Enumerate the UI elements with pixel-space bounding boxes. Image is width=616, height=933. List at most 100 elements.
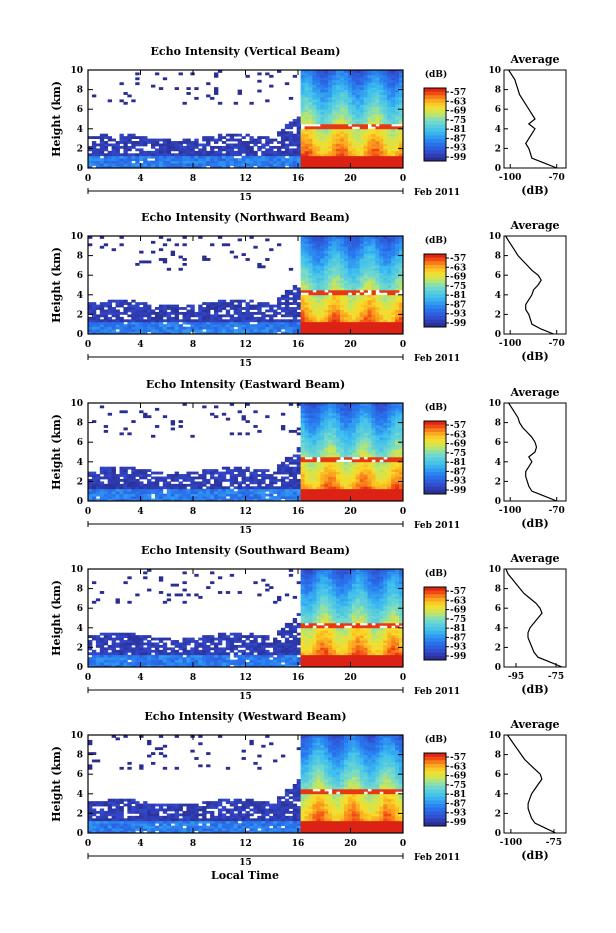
heatmap-cell bbox=[281, 494, 285, 497]
heatmap-cell bbox=[159, 314, 163, 317]
heatmap-cell bbox=[281, 302, 285, 305]
heatmap-cell bbox=[218, 329, 222, 332]
heatmap-cell bbox=[309, 107, 313, 110]
heatmap-cell bbox=[383, 319, 387, 322]
heatmap-cell bbox=[116, 477, 120, 480]
heatmap-cell bbox=[352, 413, 356, 416]
heatmap-cell bbox=[175, 494, 179, 497]
heatmap-cell bbox=[277, 491, 281, 494]
heatmap-cell bbox=[155, 491, 159, 494]
heatmap-cell bbox=[305, 423, 309, 426]
heatmap-cell bbox=[324, 99, 328, 102]
heatmap-cell bbox=[108, 491, 112, 494]
heatmap-cell bbox=[387, 256, 391, 259]
heatmap-cell bbox=[364, 464, 368, 467]
heatmap-cell bbox=[336, 156, 340, 159]
heatmap-cell bbox=[210, 317, 214, 320]
heatmap-cell bbox=[151, 481, 155, 484]
heatmap-cell bbox=[336, 290, 340, 293]
heatmap-cell bbox=[108, 477, 112, 480]
heatmap-cell bbox=[194, 163, 198, 166]
heatmap-cell bbox=[155, 496, 159, 499]
heatmap-cell bbox=[253, 474, 257, 477]
heatmap-cell bbox=[352, 241, 356, 244]
heatmap-cell bbox=[344, 486, 348, 489]
heatmap-cell bbox=[340, 319, 344, 322]
heatmap-cell bbox=[163, 146, 167, 149]
heatmap-cell bbox=[387, 261, 391, 264]
heatmap-cell bbox=[336, 302, 340, 305]
heatmap-cell bbox=[340, 477, 344, 480]
heatmap-cell bbox=[312, 246, 316, 249]
heatmap-cell bbox=[312, 136, 316, 139]
heatmap-cell bbox=[368, 312, 372, 315]
heatmap-cell bbox=[328, 87, 332, 90]
heatmap-cell bbox=[391, 99, 395, 102]
heatmap-cell bbox=[171, 158, 175, 161]
heatmap-cell bbox=[155, 489, 159, 492]
heatmap-cell bbox=[324, 77, 328, 80]
heatmap-cell bbox=[305, 302, 309, 305]
heatmap-cell bbox=[340, 425, 344, 428]
heatmap-cell bbox=[281, 131, 285, 134]
heatmap-cell bbox=[116, 158, 120, 161]
avg-x-tick-label: -100 bbox=[499, 339, 522, 349]
heatmap-cell bbox=[222, 413, 226, 416]
heatmap-cell bbox=[127, 134, 131, 137]
heatmap-cell bbox=[289, 484, 293, 487]
heatmap-cell bbox=[246, 153, 250, 156]
heatmap-cell bbox=[372, 121, 376, 124]
heatmap-cell bbox=[175, 489, 179, 492]
heatmap-cell bbox=[112, 144, 116, 147]
heatmap-cell bbox=[320, 474, 324, 477]
heatmap-cell bbox=[348, 251, 352, 254]
heatmap-cell bbox=[395, 163, 399, 166]
heatmap-cell bbox=[395, 327, 399, 330]
heatmap-cell bbox=[316, 472, 320, 475]
heatmap-cell bbox=[332, 440, 336, 443]
heatmap-cell bbox=[348, 90, 352, 93]
heatmap-cell bbox=[281, 489, 285, 492]
heatmap-cell bbox=[309, 479, 313, 482]
heatmap-cell bbox=[281, 141, 285, 144]
heatmap-cell bbox=[309, 72, 313, 75]
heatmap-cell bbox=[206, 486, 210, 489]
heatmap-cell bbox=[104, 136, 108, 139]
heatmap-cell bbox=[356, 80, 360, 83]
heatmap-cell bbox=[360, 408, 364, 411]
heatmap-cell bbox=[312, 102, 316, 105]
heatmap-cell bbox=[360, 161, 364, 164]
heatmap-cell bbox=[387, 163, 391, 166]
heatmap-cell bbox=[214, 405, 218, 408]
heatmap-cell bbox=[328, 148, 332, 151]
heatmap-cell bbox=[316, 265, 320, 268]
heatmap-cell bbox=[297, 163, 301, 166]
heatmap-cell bbox=[312, 139, 316, 142]
heatmap-cell bbox=[356, 491, 360, 494]
heatmap-cell bbox=[356, 290, 360, 293]
heatmap-cell bbox=[316, 156, 320, 159]
heatmap-cell bbox=[352, 117, 356, 120]
heatmap-cell bbox=[372, 87, 376, 90]
heatmap-cell bbox=[387, 300, 391, 303]
heatmap-cell bbox=[163, 139, 167, 142]
heatmap-cell bbox=[305, 410, 309, 413]
heatmap-cell bbox=[309, 486, 313, 489]
heatmap-cell bbox=[309, 287, 313, 290]
heatmap-cell bbox=[344, 275, 348, 278]
heatmap-cell bbox=[379, 285, 383, 288]
heatmap-cell bbox=[344, 413, 348, 416]
heatmap-cell bbox=[186, 305, 190, 308]
heatmap-cell bbox=[348, 75, 352, 78]
heatmap-cell bbox=[273, 151, 277, 154]
heatmap-cell bbox=[234, 139, 238, 142]
heatmap-cell bbox=[340, 413, 344, 416]
heatmap-cell bbox=[108, 494, 112, 497]
heatmap-cell bbox=[171, 319, 175, 322]
heatmap-cell bbox=[186, 491, 190, 494]
heatmap-cell bbox=[242, 489, 246, 492]
heatmap-cell bbox=[336, 319, 340, 322]
heatmap-cell bbox=[336, 112, 340, 115]
heatmap-cell bbox=[312, 420, 316, 423]
heatmap-cell bbox=[360, 295, 364, 298]
